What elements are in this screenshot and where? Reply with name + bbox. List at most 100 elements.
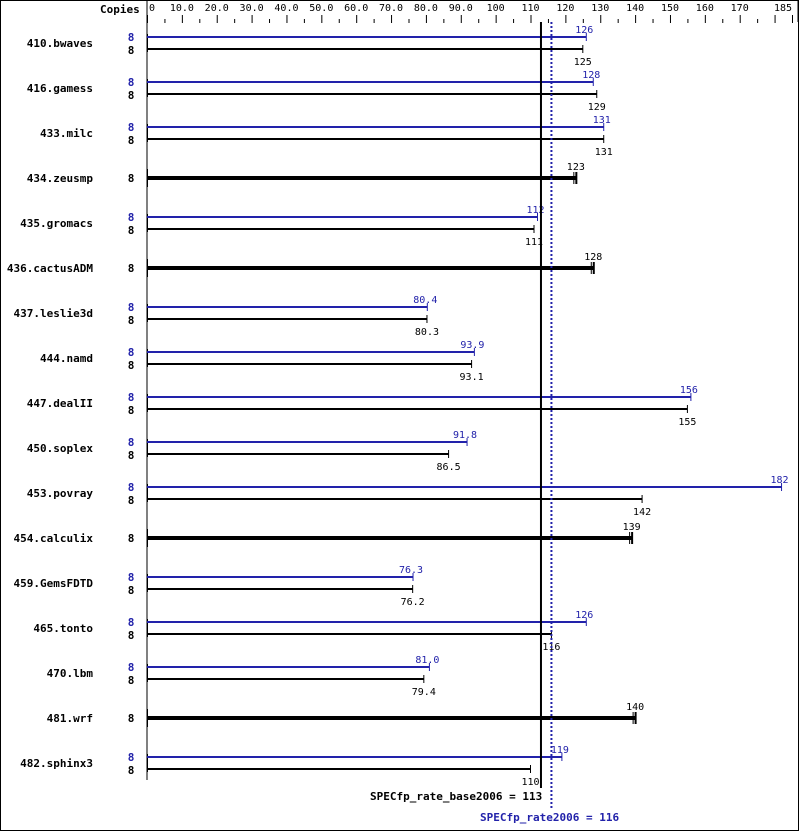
- base-copies: 8: [128, 494, 135, 507]
- x-tick-label: 20.0: [205, 3, 229, 14]
- x-tick-label: 110: [521, 3, 539, 14]
- peak-summary-label: SPECfp_rate2006 = 116: [480, 811, 619, 824]
- peak-value-label: 81.0: [415, 655, 439, 666]
- peak-copies: 8: [128, 751, 135, 764]
- benchmark-label: 416.gamess: [27, 82, 93, 95]
- benchmark-label: 470.lbm: [47, 667, 94, 680]
- x-tick-label: 100: [487, 3, 505, 14]
- benchmark-label: 435.gromacs: [20, 217, 93, 230]
- base-summary-label: SPECfp_rate_base2006 = 113: [370, 790, 542, 803]
- base-copies: 8: [128, 584, 135, 597]
- peak-value-label: 131: [593, 115, 611, 126]
- x-tick-label: 150: [661, 3, 679, 14]
- peak-value-label: 91.8: [453, 430, 477, 441]
- x-tick-label: 170: [731, 3, 749, 14]
- base-bar: [147, 716, 636, 720]
- x-tick-label: 185: [774, 3, 792, 14]
- x-tick-label: 70.0: [379, 3, 403, 14]
- peak-value-label: 126: [575, 610, 593, 621]
- peak-copies: 8: [128, 31, 135, 44]
- benchmark-label: 459.GemsFDTD: [14, 577, 94, 590]
- peak-copies: 8: [128, 436, 135, 449]
- peak-copies: 8: [128, 571, 135, 584]
- base-value-label: 110: [521, 777, 539, 788]
- base-copies: 8: [128, 404, 135, 417]
- peak-copies: 8: [128, 346, 135, 359]
- benchmark-label: 453.povray: [27, 487, 94, 500]
- x-tick-label: 10.0: [170, 3, 194, 14]
- base-copies: 8: [128, 172, 135, 185]
- base-value-label: 86.5: [437, 462, 461, 473]
- base-copies: 8: [128, 89, 135, 102]
- peak-copies: 8: [128, 481, 135, 494]
- peak-copies: 8: [128, 391, 135, 404]
- base-value-label: 131: [595, 147, 613, 158]
- x-tick-label: 140: [626, 3, 644, 14]
- benchmark-label: 436.cactusADM: [7, 262, 93, 275]
- base-value-label: 93.1: [460, 372, 484, 383]
- peak-value-label: 93.9: [460, 340, 484, 351]
- peak-copies: 8: [128, 301, 135, 314]
- benchmark-label: 410.bwaves: [27, 37, 93, 50]
- base-copies: 8: [128, 449, 135, 462]
- benchmark-label: 437.leslie3d: [14, 307, 93, 320]
- benchmark-label: 444.namd: [40, 352, 93, 365]
- peak-value-label: 182: [771, 475, 789, 486]
- benchmark-label: 450.soplex: [27, 442, 94, 455]
- x-tick-label: 0: [149, 3, 155, 14]
- benchmark-label: 447.dealII: [27, 397, 93, 410]
- base-copies: 8: [128, 532, 135, 545]
- base-value-label: 139: [623, 522, 641, 533]
- peak-value-label: 80.4: [413, 295, 437, 306]
- x-tick-label: 160: [696, 3, 714, 14]
- base-copies: 8: [128, 674, 135, 687]
- peak-value-label: 126: [575, 25, 593, 36]
- copies-axis-label: Copies: [100, 3, 140, 16]
- base-bar: [147, 536, 632, 540]
- peak-value-label: 76.3: [399, 565, 423, 576]
- benchmark-label: 481.wrf: [47, 712, 93, 725]
- base-value-label: 111: [525, 237, 543, 248]
- peak-value-label: 156: [680, 385, 698, 396]
- peak-value-label: 119: [551, 745, 569, 756]
- peak-copies: 8: [128, 616, 135, 629]
- base-value-label: 80.3: [415, 327, 439, 338]
- x-tick-label: 30.0: [240, 3, 264, 14]
- base-copies: 8: [128, 629, 135, 642]
- base-copies: 8: [128, 134, 135, 147]
- base-value-label: 140: [626, 702, 644, 713]
- base-copies: 8: [128, 764, 135, 777]
- base-copies: 8: [128, 262, 135, 275]
- base-bar: [147, 266, 594, 270]
- benchmark-label: 433.milc: [40, 127, 93, 140]
- base-value-label: 76.2: [401, 597, 425, 608]
- x-tick-label: 80.0: [414, 3, 438, 14]
- peak-copies: 8: [128, 121, 135, 134]
- base-value-label: 125: [574, 57, 592, 68]
- base-value-label: 128: [584, 252, 602, 263]
- peak-value-label: 128: [582, 70, 600, 81]
- base-value-label: 155: [678, 417, 696, 428]
- benchmark-label: 434.zeusmp: [27, 172, 94, 185]
- base-copies: 8: [128, 314, 135, 327]
- benchmark-label: 454.calculix: [14, 532, 94, 545]
- x-tick-label: 130: [591, 3, 609, 14]
- base-copies: 8: [128, 712, 135, 725]
- peak-copies: 8: [128, 76, 135, 89]
- x-tick-label: 90.0: [449, 3, 473, 14]
- base-value-label: 142: [633, 507, 651, 518]
- x-tick-label: 120: [556, 3, 574, 14]
- base-value-label: 79.4: [412, 687, 436, 698]
- x-tick-label: 40.0: [274, 3, 298, 14]
- base-copies: 8: [128, 359, 135, 372]
- base-value-label: 129: [588, 102, 606, 113]
- peak-copies: 8: [128, 211, 135, 224]
- base-bar: [147, 176, 576, 180]
- base-copies: 8: [128, 224, 135, 237]
- x-tick-label: 60.0: [344, 3, 368, 14]
- base-copies: 8: [128, 44, 135, 57]
- peak-copies: 8: [128, 661, 135, 674]
- x-tick-label: 50.0: [309, 3, 333, 14]
